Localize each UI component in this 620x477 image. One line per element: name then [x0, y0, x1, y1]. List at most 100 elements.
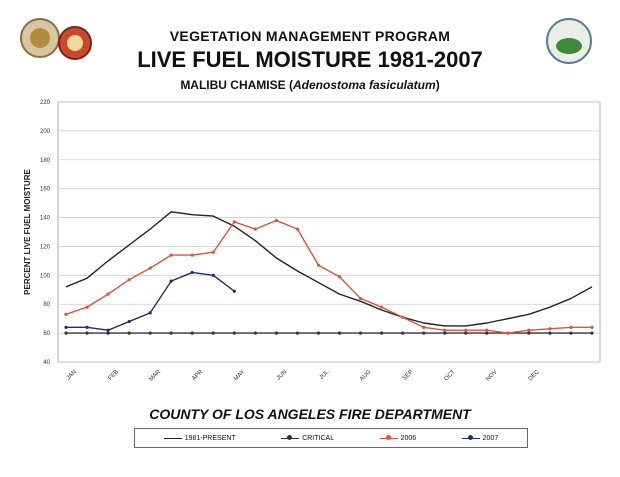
department-name: COUNTY OF LOS ANGELES FIRE DEPARTMENT [149, 406, 471, 422]
data-point-critical [169, 331, 173, 335]
data-point-2006 [274, 218, 278, 223]
data-point-2006 [169, 253, 173, 257]
data-point-2007 [64, 325, 68, 329]
y-tick-label: 100 [40, 273, 51, 279]
data-point-critical [253, 331, 257, 335]
data-point-2006 [569, 325, 573, 329]
subtitle-close: ) [435, 78, 440, 92]
data-point-critical [358, 331, 363, 335]
data-point-critical [85, 331, 89, 335]
legend-swatch [281, 435, 300, 440]
x-tick-label: APR [191, 369, 204, 382]
data-point-2006 [422, 325, 426, 329]
legend-item-critical: CRITICAL [281, 435, 334, 442]
data-point-critical [485, 331, 489, 335]
legend-label: 2006 [400, 434, 417, 442]
page-title: LIVE FUEL MOISTURE 1981-2007 [137, 47, 483, 72]
data-point-2007 [85, 325, 89, 329]
data-point-2006 [211, 250, 215, 254]
y-tick-label: 80 [43, 302, 50, 308]
series-line-1981-present [65, 211, 593, 327]
x-tick-label: JUL [319, 369, 331, 381]
data-point-critical [401, 331, 405, 335]
data-point-2006 [106, 292, 110, 296]
data-point-2006 [232, 220, 236, 224]
data-point-2006 [295, 227, 300, 231]
data-point-2007 [232, 289, 236, 293]
data-point-2006 [485, 328, 489, 332]
x-tick-label: DEC [528, 369, 542, 383]
data-point-2006 [443, 328, 447, 332]
vegetation-program-logo [546, 18, 592, 64]
data-point-critical [527, 331, 531, 335]
legend-swatch [379, 435, 398, 440]
data-point-critical [380, 331, 384, 335]
x-tick-label: JUN [276, 369, 288, 381]
plot-area [57, 101, 601, 363]
y-tick-label: 180 [40, 158, 51, 164]
legend-label: CRITICAL [302, 434, 335, 442]
y-tick-label: 40 [43, 360, 50, 366]
y-tick-label: 160 [40, 187, 51, 193]
legend-item-2007: 2007 [461, 434, 499, 442]
x-tick-label: MAY [233, 369, 246, 382]
data-point-2007 [148, 311, 152, 315]
y-tick-label: 60 [43, 331, 50, 337]
data-point-critical [464, 331, 468, 335]
data-point-critical [64, 331, 68, 335]
data-point-2006 [127, 278, 131, 282]
fire-department-seal [58, 26, 92, 60]
data-point-2006 [590, 325, 594, 329]
data-point-critical [590, 331, 594, 335]
series-line-2006 [65, 219, 592, 334]
data-point-2007 [211, 273, 215, 277]
data-point-critical [548, 331, 552, 335]
program-title: VEGETATION MANAGEMENT PROGRAM [169, 28, 451, 44]
legend-swatch [461, 435, 480, 440]
data-point-critical [190, 331, 194, 335]
data-point-2007 [169, 279, 173, 283]
legend-item-1981-present: 1981-PRESENT [163, 435, 236, 442]
data-point-2006 [527, 328, 531, 332]
data-point-critical [211, 331, 215, 335]
legend-item-2006: 2006 [379, 434, 417, 442]
data-point-2006 [401, 315, 405, 319]
data-point-2006 [190, 253, 194, 257]
legend-swatch [163, 437, 182, 439]
data-point-2006 [148, 266, 152, 270]
chart-legend: 1981-PRESENT CRITICAL 2006 2007 [134, 428, 528, 448]
data-point-2006 [253, 227, 257, 231]
y-axis-label: PERCENT LIVE FUEL MOISTURE [23, 169, 32, 295]
y-tick-label: 200 [40, 129, 51, 135]
y-tick-label: 120 [40, 244, 51, 250]
data-point-2006 [85, 305, 89, 309]
data-point-critical [569, 331, 573, 335]
x-tick-label: AUG [359, 369, 373, 383]
data-point-2006 [380, 305, 384, 309]
data-point-critical [316, 331, 321, 335]
x-tick-label: MAR [148, 369, 162, 383]
data-point-critical [106, 331, 110, 335]
data-point-2007 [190, 270, 194, 275]
data-point-2006 [64, 312, 68, 316]
x-tick-label: NOV [485, 369, 498, 382]
data-point-critical [232, 331, 236, 335]
x-tick-label: SEP [402, 369, 415, 382]
data-point-2006 [548, 327, 552, 331]
subtitle-plain: MALIBU CHAMISE ( [180, 78, 293, 92]
data-point-critical [443, 331, 447, 335]
data-point-2007 [127, 319, 131, 324]
data-point-critical [148, 331, 152, 335]
data-point-critical [295, 331, 300, 335]
data-point-critical [274, 331, 278, 335]
data-point-2007 [106, 328, 110, 332]
data-point-2006 [316, 263, 321, 267]
data-point-2006 [337, 275, 342, 279]
county-seal [20, 18, 60, 58]
legend-label: 2007 [482, 434, 499, 442]
subtitle-species: Adenostoma fasiculatum [292, 78, 436, 92]
data-point-critical [127, 331, 131, 335]
x-tick-label: FEB [108, 369, 120, 381]
data-point-critical [422, 331, 426, 335]
